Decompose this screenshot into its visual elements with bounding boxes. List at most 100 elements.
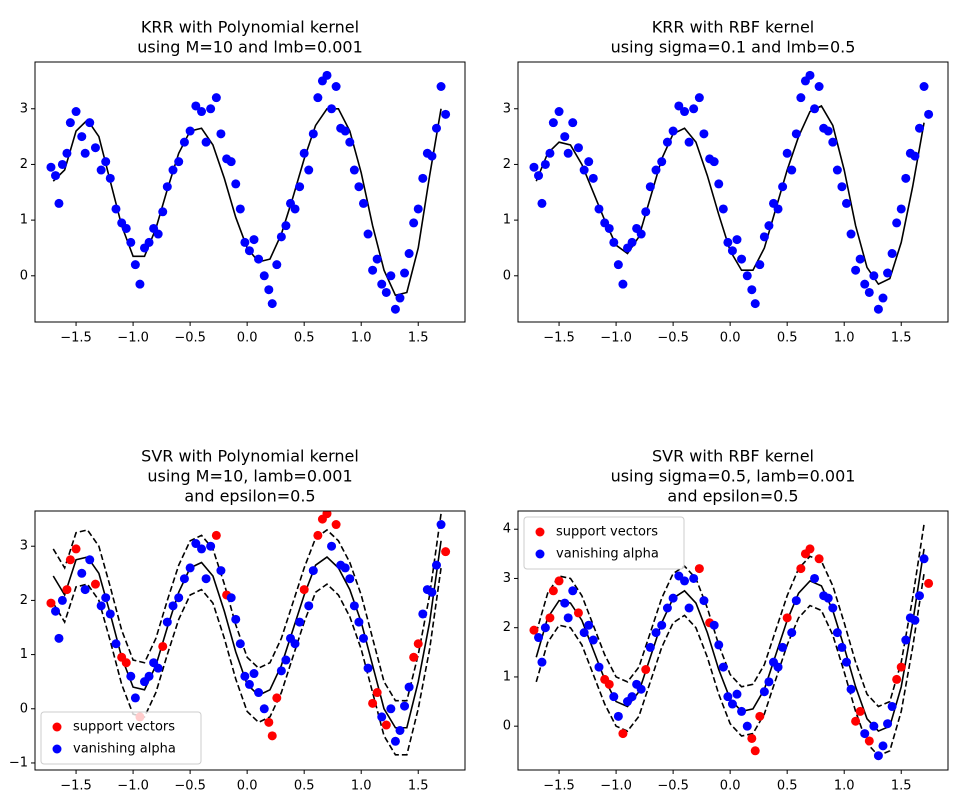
fit-line <box>52 107 442 297</box>
x-tick-label: 1.0 <box>834 779 855 794</box>
data-point <box>295 617 305 627</box>
data-point <box>111 204 121 214</box>
data-point <box>201 137 211 147</box>
legend-marker <box>535 549 545 559</box>
data-point <box>377 712 387 722</box>
data-point <box>57 159 67 169</box>
axes-frame <box>517 510 949 771</box>
x-tick-label: 1.0 <box>351 331 372 346</box>
data-point <box>111 639 121 649</box>
data-point <box>924 109 934 119</box>
axes-frame <box>517 61 949 323</box>
fit-line <box>52 540 442 729</box>
data-point <box>727 246 737 256</box>
data-point <box>540 159 550 169</box>
data-point <box>636 684 646 694</box>
data-point <box>910 615 920 625</box>
data-point <box>887 701 897 711</box>
data-point <box>46 598 56 608</box>
data-point <box>718 204 728 214</box>
data-point <box>168 165 178 175</box>
data-point <box>823 593 833 603</box>
data-point <box>322 70 332 80</box>
data-point <box>627 237 637 247</box>
legend-label: vanishing alpha <box>556 547 659 562</box>
x-tick-label: −1.5 <box>60 331 92 346</box>
data-point <box>191 539 201 549</box>
y-tick-label: −1 <box>9 755 28 770</box>
data-point <box>618 279 628 289</box>
data-point <box>750 299 760 309</box>
subplot-title: using sigma=0.5, lamb=0.001 <box>611 467 856 486</box>
data-point <box>65 555 75 565</box>
data-point <box>201 574 211 584</box>
data-point <box>699 596 709 606</box>
data-point <box>860 729 870 739</box>
data-point <box>85 555 95 565</box>
data-point <box>791 129 801 139</box>
data-point <box>864 287 874 297</box>
axes-frame <box>34 510 466 771</box>
data-point <box>400 701 410 711</box>
data-point <box>914 123 924 133</box>
data-point <box>657 620 667 630</box>
data-point <box>363 663 373 673</box>
data-point <box>534 171 544 181</box>
data-point <box>267 731 277 741</box>
data-point <box>855 254 865 264</box>
data-point <box>179 137 189 147</box>
legend-label: vanishing alpha <box>73 742 176 757</box>
data-point <box>404 249 414 259</box>
data-point <box>381 720 391 730</box>
data-point <box>386 704 396 714</box>
data-point <box>689 104 699 114</box>
x-tick-label: −1.0 <box>117 779 149 794</box>
data-point <box>773 204 783 214</box>
data-point <box>80 585 90 595</box>
data-point <box>778 642 788 652</box>
y-tick-label: 1 <box>503 213 511 228</box>
data-point <box>101 593 111 603</box>
data-point <box>418 609 428 619</box>
data-point <box>272 260 282 270</box>
data-point <box>259 704 269 714</box>
data-point <box>372 688 382 698</box>
y-tick-label: 2 <box>503 620 511 635</box>
data-point <box>588 635 598 645</box>
data-point <box>805 544 815 554</box>
data-point <box>395 293 405 303</box>
legend-label: support vectors <box>556 525 658 540</box>
data-point <box>732 689 742 699</box>
data-point <box>386 271 396 281</box>
data-point <box>413 639 423 649</box>
data-point <box>919 554 929 564</box>
x-tick-label: −1.5 <box>543 779 575 794</box>
data-point <box>436 81 446 91</box>
data-point <box>206 104 216 114</box>
data-point <box>174 157 184 167</box>
data-point <box>540 623 550 633</box>
plot-area <box>529 524 934 761</box>
data-point <box>340 126 350 136</box>
y-tick-label: 2 <box>503 157 511 172</box>
data-point <box>191 101 201 111</box>
data-point <box>126 671 136 681</box>
y-tick-label: 3 <box>503 101 511 116</box>
data-point <box>162 617 172 627</box>
data-point <box>340 563 350 573</box>
data-point <box>290 204 300 214</box>
data-point <box>381 287 391 297</box>
data-point <box>327 104 337 114</box>
data-point <box>878 741 888 751</box>
data-point <box>144 671 154 681</box>
y-tick-label: 3 <box>20 539 28 554</box>
data-point <box>281 655 291 665</box>
data-point <box>537 198 547 208</box>
y-tick-label: 2 <box>20 157 28 172</box>
data-point <box>759 232 769 242</box>
data-point <box>887 249 897 259</box>
data-point <box>130 260 140 270</box>
data-point <box>548 586 558 596</box>
data-point <box>197 544 207 554</box>
